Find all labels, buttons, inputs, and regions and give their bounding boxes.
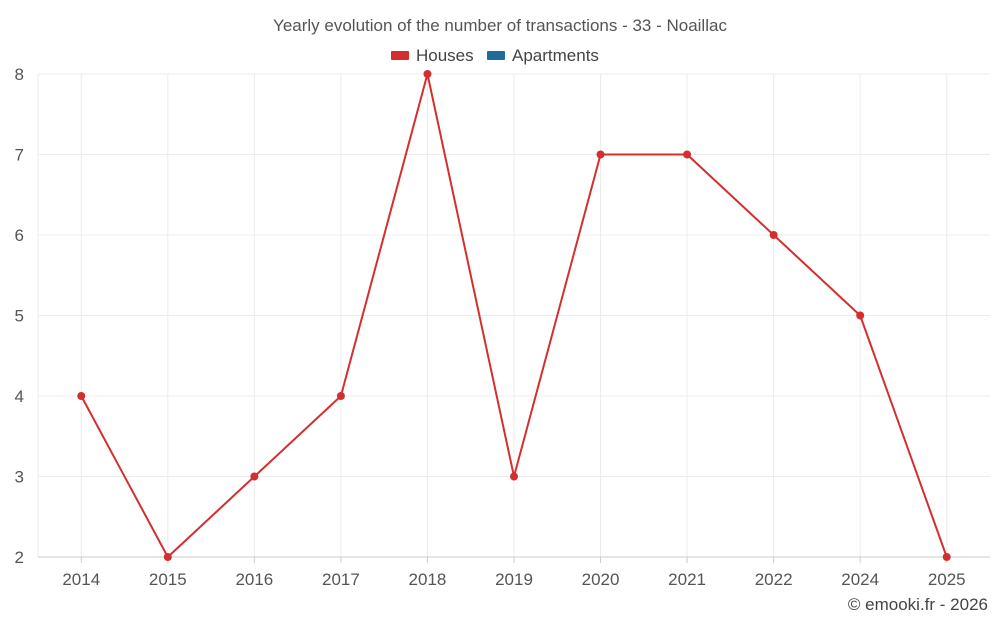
x-tick-label: 2020 [582, 570, 620, 589]
legend-swatch-houses [391, 51, 409, 60]
series [77, 70, 951, 561]
data-point-houses[interactable] [683, 150, 692, 159]
data-point-houses[interactable] [769, 231, 778, 239]
credit-text: © emooki.fr - 2026 [848, 595, 988, 614]
data-point-houses[interactable] [510, 472, 518, 481]
legend-item-houses[interactable]: Houses [391, 46, 474, 65]
x-tick-label: 2016 [235, 570, 273, 589]
x-tick-label: 2015 [149, 570, 187, 589]
y-tick-label: 7 [15, 146, 24, 165]
x-tick-label: 2014 [62, 570, 100, 589]
legend-label-apartments: Apartments [512, 46, 599, 65]
legend-label-houses: Houses [416, 46, 474, 65]
x-tick-label: 2017 [322, 570, 360, 589]
x-tick-label: 2021 [668, 570, 706, 589]
chart-title: Yearly evolution of the number of transa… [273, 16, 727, 35]
x-tick-label: 2024 [841, 570, 879, 589]
y-tick-label: 8 [15, 65, 24, 84]
y-tick-label: 5 [15, 307, 24, 326]
legend-item-apartments[interactable]: Apartments [487, 46, 599, 65]
x-tick-label: 2019 [495, 570, 533, 589]
y-tick-label: 2 [15, 548, 24, 567]
grid [37, 73, 990, 557]
y-tick-label: 6 [15, 226, 24, 245]
data-point-houses[interactable] [596, 150, 605, 159]
axes: 2 3 4 5 6 7 8 2014 2015 2016 2017 2018 2019 2020 2021 2… [15, 65, 990, 589]
x-tick-label: 2018 [409, 570, 447, 589]
x-tick-label: 2025 [928, 570, 966, 589]
data-point-houses[interactable] [423, 70, 432, 78]
legend: Houses Apartments [391, 46, 599, 65]
legend-swatch-apartments [487, 51, 505, 60]
data-point-houses[interactable] [163, 553, 172, 561]
x-tick-label: 2022 [755, 570, 793, 589]
y-tick-label: 4 [15, 387, 24, 406]
data-point-houses[interactable] [856, 311, 865, 320]
data-point-houses[interactable] [77, 392, 86, 400]
data-point-houses[interactable] [942, 553, 951, 561]
y-tick-label: 3 [15, 468, 24, 487]
data-point-houses[interactable] [250, 472, 259, 481]
data-point-houses[interactable] [336, 392, 345, 400]
